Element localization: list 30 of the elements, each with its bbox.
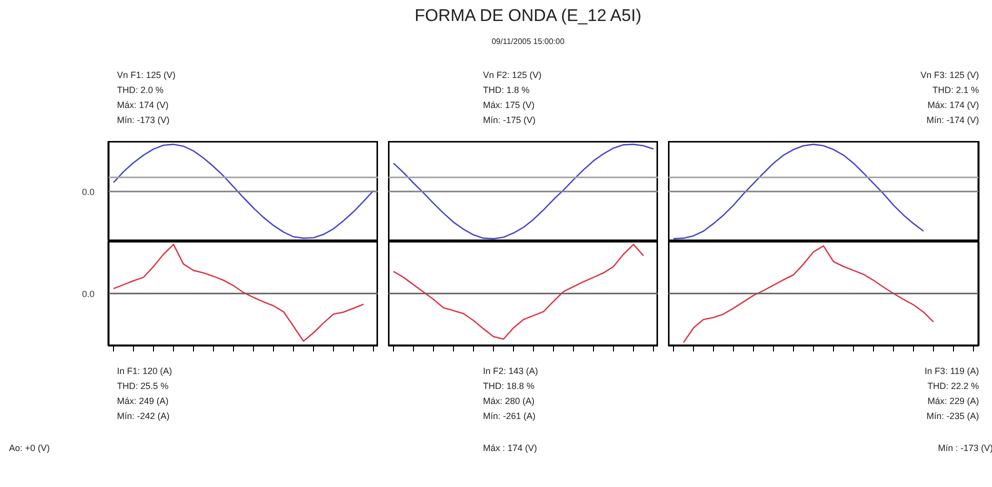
text: Máx: 280 (A) bbox=[483, 396, 535, 406]
text: Máx: 174 (V) bbox=[117, 100, 169, 110]
text: In F3: 119 (A) bbox=[924, 366, 979, 376]
text: THD: 2.0 % bbox=[117, 85, 164, 95]
text: Mín: -173 (V) bbox=[117, 115, 170, 125]
text: Mín: -235 (A) bbox=[926, 411, 979, 421]
text: Mín: -242 (A) bbox=[117, 411, 170, 421]
text: Vn F1: 125 (V) bbox=[117, 70, 176, 80]
text: Mín: -174 (V) bbox=[926, 115, 979, 125]
chart-subtitle: 09/11/2005 15:00:00 bbox=[492, 36, 564, 48]
text: THD: 2.1 % bbox=[932, 85, 979, 95]
text: Máx : 174 (V) bbox=[483, 442, 538, 455]
text: In F2: 143 (A) bbox=[483, 366, 538, 376]
text: Mín: -175 (V) bbox=[483, 115, 536, 125]
ref-line-label: 0.0 bbox=[82, 187, 95, 197]
text: Máx: 174 (V) bbox=[927, 100, 979, 110]
text: THD: 25.5 % bbox=[117, 381, 169, 391]
text: THD: 22.2 % bbox=[927, 381, 979, 391]
text: Vn F2: 125 (V) bbox=[483, 70, 542, 80]
text: Máx: 175 (V) bbox=[483, 100, 535, 110]
text: Mín: -261 (A) bbox=[483, 411, 536, 421]
text: THD: 1.8 % bbox=[483, 85, 530, 95]
chart-title: FORMA DE ONDA (E_12 A5I) bbox=[414, 5, 642, 27]
ref-line-label: 0.0 bbox=[82, 289, 95, 299]
text: Máx: 229 (A) bbox=[927, 396, 979, 406]
text: THD: 18.8 % bbox=[483, 381, 535, 391]
text: In F1: 120 (A) bbox=[117, 366, 172, 376]
text: Máx: 249 (A) bbox=[117, 396, 169, 406]
text: Vn F3: 125 (V) bbox=[920, 70, 979, 80]
text: Ao: +0 (V) bbox=[9, 442, 50, 455]
